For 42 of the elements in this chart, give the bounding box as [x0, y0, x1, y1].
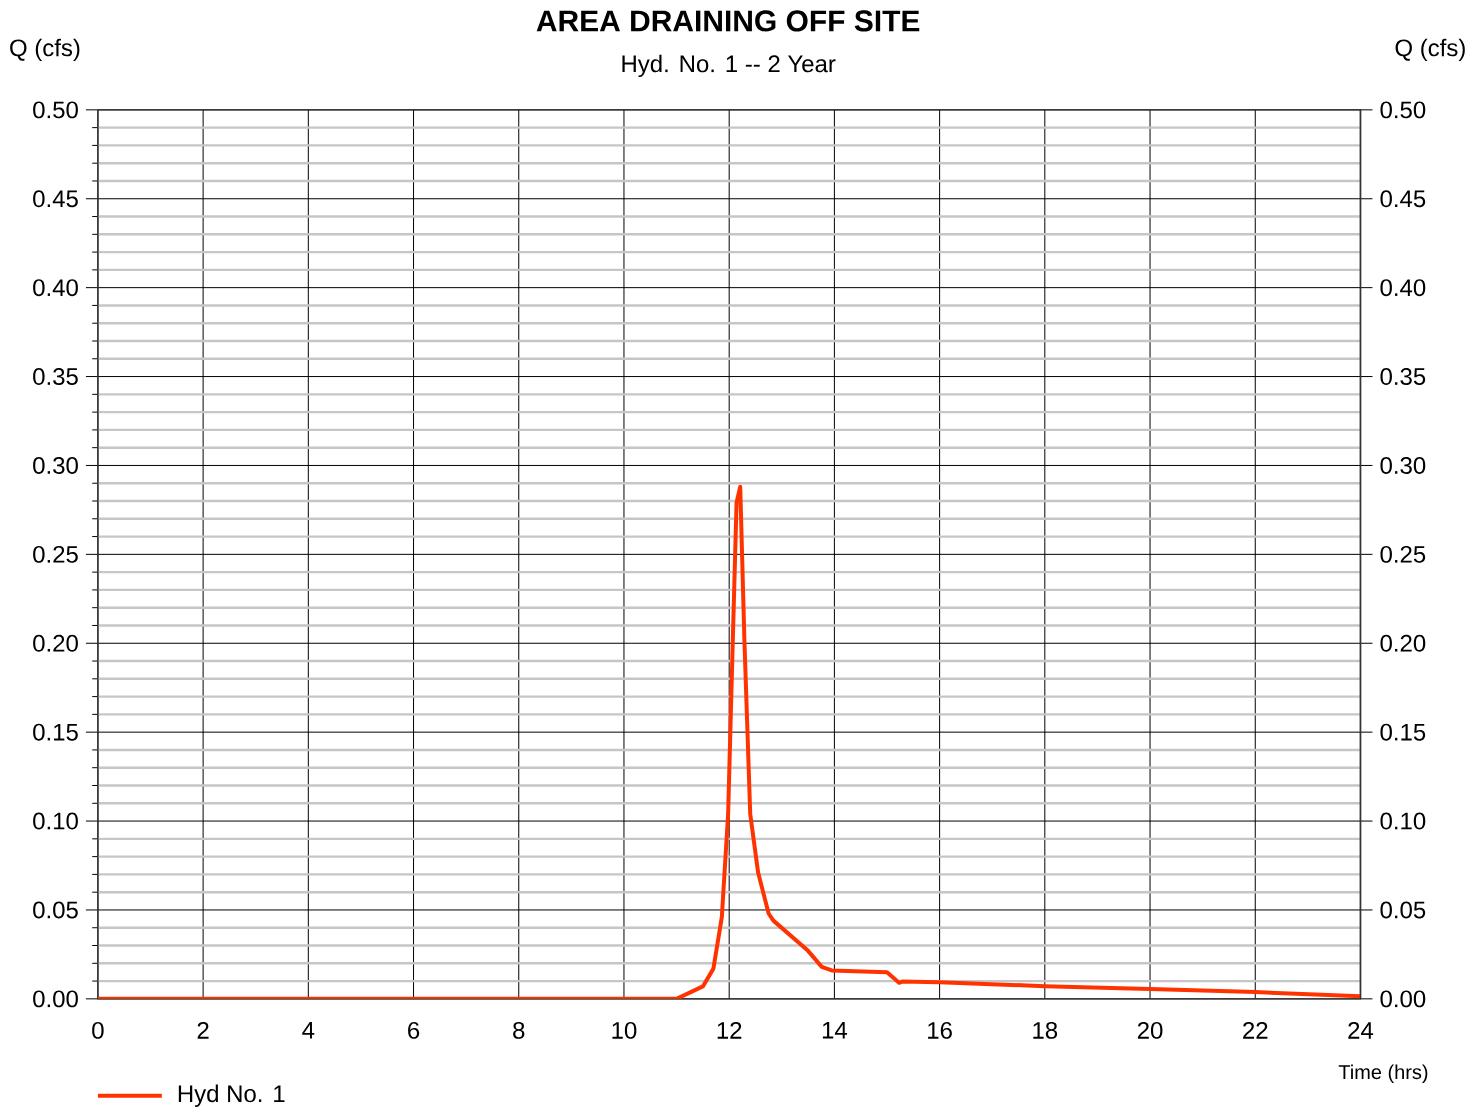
x-tick-label: 6	[408, 1022, 420, 1040]
y2-tick-label: 0.50	[1380, 101, 1426, 119]
y2-tick-label: 0.30	[1380, 457, 1426, 475]
x-tick-label: 22	[1243, 1022, 1268, 1039]
x-tick-label: 8	[513, 1022, 525, 1040]
x-tick-label: 20	[1137, 1022, 1163, 1040]
text: Q (cfs)	[10, 38, 80, 62]
x-tick-label: 2	[197, 1022, 209, 1039]
y2-tick-label: 0.05	[1380, 901, 1426, 919]
y-tick-label: 0.30	[33, 457, 78, 475]
y-tick-label: 0.25	[33, 546, 78, 564]
y-tick-label: 0.50	[33, 101, 78, 119]
chart-subtitle: Hyd. No. 1 -- 2 Year	[622, 54, 836, 78]
x-tick-label: 12	[717, 1022, 742, 1039]
x-tick-label: 10	[612, 1022, 637, 1040]
y2-tick-label: 0.25	[1380, 546, 1426, 564]
x-tick-label: 18	[1033, 1022, 1058, 1040]
y2-tick-label: 0.20	[1380, 634, 1426, 652]
text: Q (cfs)	[1395, 38, 1465, 62]
y2-tick-label: 0.15	[1380, 723, 1426, 741]
x-tick-label: 24	[1348, 1022, 1374, 1039]
line-series	[97, 484, 1361, 1000]
y2-tick-label: 0.45	[1380, 190, 1426, 208]
x-tick-label: 16	[928, 1022, 952, 1040]
x-tick-label: 4	[302, 1022, 315, 1039]
y-tick-label: 0.40	[33, 279, 78, 297]
y-tick-label: 0.15	[33, 723, 78, 741]
x-tick-label: 14	[822, 1022, 848, 1039]
y-tick-label: 0.35	[33, 368, 78, 386]
y2-tick-label: 0.35	[1380, 368, 1426, 386]
legend-label: Hyd No. 1	[178, 1084, 285, 1108]
chart-title: AREA DRAINING OFF SITE	[536, 10, 920, 32]
x-axis-title: Time (hrs)	[1338, 1064, 1428, 1084]
x-tick-label: 0	[92, 1022, 104, 1040]
y-tick-label: 0.05	[33, 901, 78, 919]
y-tick-label: 0.10	[33, 812, 78, 830]
y-tick-label: 0.00	[33, 990, 78, 1008]
y-tick-label: 0.20	[33, 634, 78, 652]
y2-tick-label: 0.40	[1380, 279, 1426, 297]
y2-tick-label: 0.00	[1380, 990, 1426, 1008]
y2-tick-label: 0.10	[1380, 812, 1426, 830]
y-tick-label: 0.45	[33, 190, 78, 208]
